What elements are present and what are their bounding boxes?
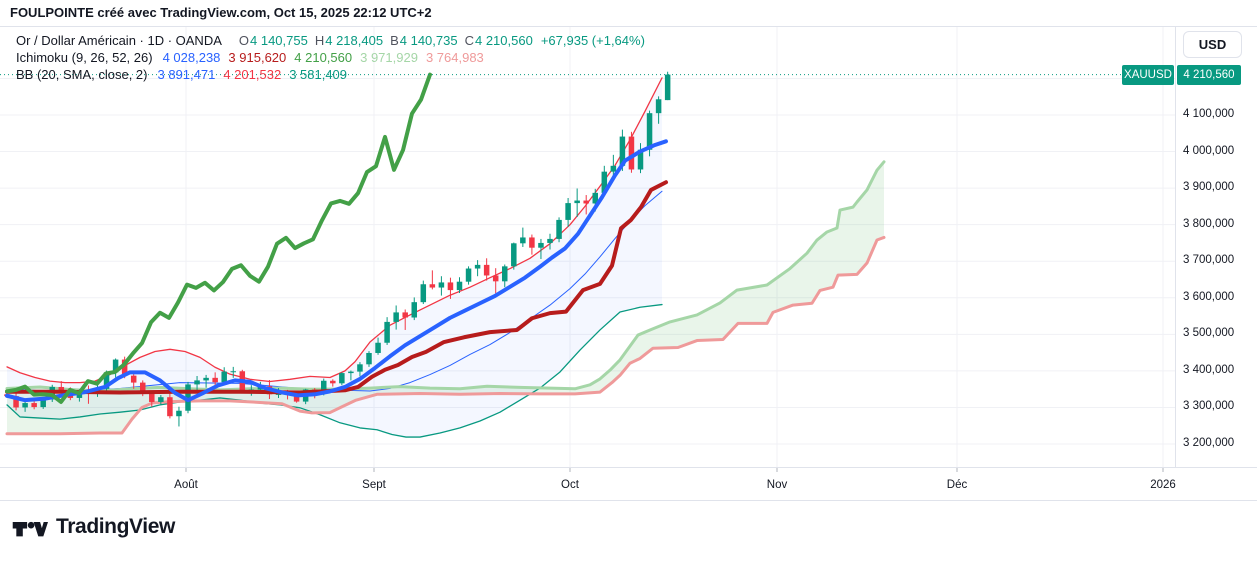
ichimoku-indicator-label[interactable]: Ichimoku (9, 26, 52, 26) bbox=[16, 50, 153, 65]
ohlc-letter: H bbox=[314, 33, 325, 48]
price-axis-border bbox=[1175, 26, 1176, 467]
price-change: +67,935 (+1,64%) bbox=[540, 33, 645, 48]
time-axis-border bbox=[0, 467, 1257, 468]
price-tick-label: 3 500,000 bbox=[1183, 327, 1235, 340]
time-tick-label: Oct bbox=[561, 479, 579, 491]
price-tick-label: 3 700,000 bbox=[1183, 254, 1235, 267]
price-tick-label: 4 100,000 bbox=[1183, 108, 1235, 120]
chart-legend: Or / Dollar Américain · 1D · OANDA O4 140… bbox=[16, 32, 645, 83]
price-tick-label: 3 600,000 bbox=[1183, 290, 1235, 303]
bb-values: 3 891,471 4 201,532 3 581,409 bbox=[158, 67, 356, 82]
price-tick-label: 3 300,000 bbox=[1183, 400, 1235, 413]
chart-top-border bbox=[0, 26, 1257, 27]
ohlc-values: O4 140,755 H4 218,405 B4 140,735 C4 210,560 bbox=[232, 33, 533, 48]
bb-value: 3 581,409 bbox=[289, 67, 348, 82]
tradingview-wordmark[interactable]: TradingView bbox=[56, 515, 175, 538]
ohlc-letter: O bbox=[238, 33, 249, 48]
time-axis[interactable]: Août Sept Oct Nov Déc 2026 bbox=[0, 473, 1176, 497]
price-axis[interactable]: 4 100,000 4 000,000 3 900,000 3 800,000 3 70… bbox=[1175, 26, 1257, 467]
price-tick-label: 4 000,000 bbox=[1183, 144, 1235, 157]
attribution-text: FOULPOINTE créé avec TradingView.com, Oc… bbox=[10, 5, 432, 20]
symbol-title[interactable]: Or / Dollar Américain · 1D · OANDA bbox=[16, 33, 222, 48]
chart-bottom-border bbox=[0, 500, 1257, 501]
ohlc-value: 4 140,755 bbox=[250, 33, 308, 48]
ichimoku-legend-row: Ichimoku (9, 26, 52, 26) 4 028,238 3 915,6… bbox=[16, 49, 645, 66]
ichimoku-value: 3 915,620 bbox=[228, 50, 287, 65]
ohlc-letter: C bbox=[464, 33, 474, 48]
ichimoku-value: 3 764,983 bbox=[425, 50, 484, 65]
price-tick-label: 3 200,000 bbox=[1183, 437, 1235, 449]
ichimoku-value: 4 210,560 bbox=[294, 50, 353, 65]
ohlc-value: 4 210,560 bbox=[474, 33, 533, 48]
price-tick-label: 3 400,000 bbox=[1183, 363, 1235, 376]
footer: TradingView bbox=[12, 514, 175, 540]
symbol-legend-row: Or / Dollar Américain · 1D · OANDA O4 140… bbox=[16, 32, 645, 49]
time-tick-label: Déc bbox=[946, 479, 968, 491]
bb-legend-row: BB (20, SMA, close, 2) 3 891,471 4 201,532… bbox=[16, 66, 645, 83]
time-tick-label: Sept bbox=[362, 479, 386, 491]
ichimoku-value: 3 971,929 bbox=[360, 50, 418, 65]
time-tick-label: Nov bbox=[766, 479, 788, 491]
time-tick-label: Août bbox=[174, 479, 198, 491]
ichimoku-values: 4 028,238 3 915,620 4 210,560 3 971,929 3 76… bbox=[163, 50, 492, 65]
tradingview-logo-icon[interactable] bbox=[12, 514, 48, 540]
ohlc-letter: B bbox=[390, 33, 399, 48]
bb-value: 3 891,471 bbox=[157, 67, 216, 82]
price-tick-label: 3 900,000 bbox=[1183, 181, 1235, 194]
ohlc-value: 4 140,735 bbox=[399, 33, 458, 48]
time-tick-label: 2026 bbox=[1150, 479, 1176, 491]
ichimoku-value: 4 028,238 bbox=[162, 50, 221, 65]
bb-indicator-label[interactable]: BB (20, SMA, close, 2) bbox=[16, 67, 148, 82]
price-tick-label: 3 800,000 bbox=[1183, 217, 1235, 230]
bb-value: 4 201,532 bbox=[223, 67, 282, 82]
ohlc-value: 4 218,405 bbox=[325, 33, 384, 48]
currency-button[interactable]: USD bbox=[1183, 31, 1242, 58]
